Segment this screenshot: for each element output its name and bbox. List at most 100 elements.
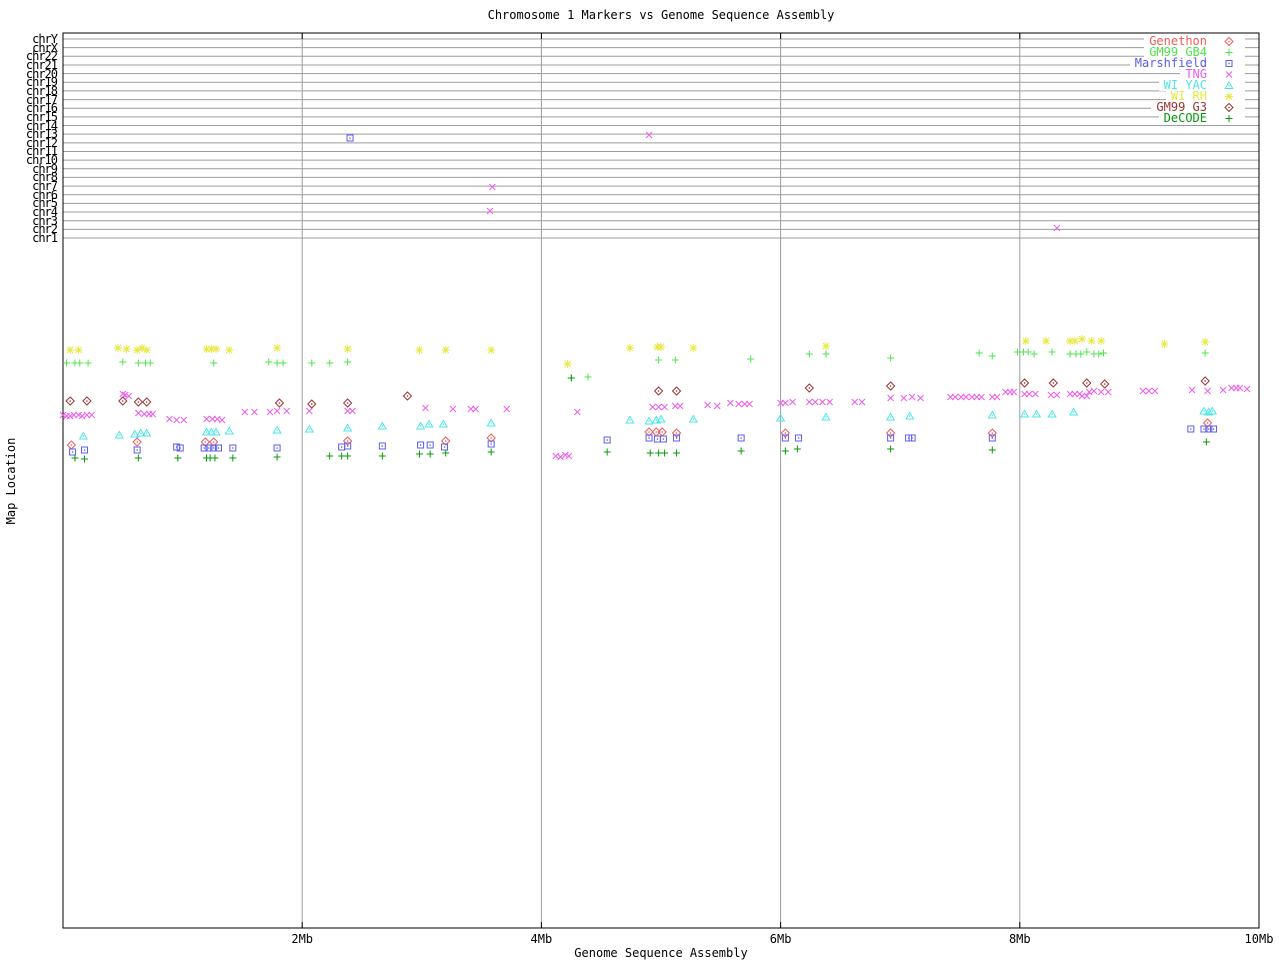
point-gm99-gb4 — [1077, 350, 1085, 358]
point-tng — [209, 415, 216, 423]
point-marshfield — [908, 434, 916, 442]
point-marshfield — [673, 434, 681, 442]
point-tng — [1104, 388, 1112, 396]
point-decode — [793, 445, 801, 453]
point-tng — [241, 408, 249, 416]
point-wi-yac — [486, 418, 496, 427]
point-marshfield — [214, 444, 222, 452]
point-marshfield — [378, 442, 386, 450]
point-gm99-g3 — [1048, 378, 1058, 388]
point-wi-rh — [625, 344, 634, 352]
point-decode — [1202, 438, 1210, 446]
point-tng — [951, 393, 959, 401]
point-wi-rh — [66, 346, 75, 354]
legend: Genethon GM99 GB4 Marshfield TNG WI YAC WI RH… — [1129, 35, 1245, 125]
point-wi-yac — [201, 427, 212, 436]
point-tng — [422, 404, 429, 412]
point-tng — [88, 411, 96, 419]
marshfield-marker-icon — [1225, 60, 1233, 67]
y-tick-label-chr1: chr1 — [32, 230, 58, 245]
point-gm99-g3 — [1200, 376, 1210, 386]
y-tick-label-chr5: chr5 — [32, 196, 58, 211]
point-tng — [1078, 392, 1086, 400]
point-wi-rh — [202, 345, 211, 353]
point-wi-rh — [1087, 337, 1096, 345]
point-marshfield — [988, 434, 996, 442]
point-tng — [218, 416, 226, 424]
point-decode — [229, 454, 237, 462]
point-genethon — [987, 428, 997, 438]
series-marshfield — [69, 134, 1218, 456]
point-gm99-g3 — [65, 396, 75, 406]
y-tick-label-chr20: chr20 — [25, 66, 58, 81]
point-gm99-gb4 — [279, 359, 287, 367]
point-marshfield — [795, 434, 803, 442]
point-wi-rh — [142, 346, 151, 354]
point-wi-yac — [114, 430, 124, 439]
point-tng — [671, 402, 679, 410]
point-wi-rh — [1021, 337, 1030, 345]
point-tng — [1228, 384, 1235, 392]
point-tng — [472, 405, 479, 413]
point-gm99-gb4 — [1100, 349, 1108, 357]
point-decode — [326, 452, 334, 460]
point-gm99-gb4 — [1013, 348, 1021, 356]
gm99-gb4-marker-icon — [1225, 49, 1233, 56]
point-tng — [645, 131, 653, 139]
point-marshfield — [781, 434, 789, 442]
point-marshfield — [69, 448, 77, 456]
point-tng — [1188, 386, 1196, 394]
y-tick-label-chr18: chr18 — [25, 83, 58, 98]
series-gm99-gb4 — [63, 348, 1209, 382]
point-wi-yac — [656, 414, 666, 423]
point-gm99-gb4 — [273, 359, 281, 367]
point-genethon — [885, 428, 896, 438]
legend-label-decode: DeCODE — [1163, 111, 1207, 125]
point-genethon — [780, 428, 791, 438]
point-gm99-g3 — [142, 397, 152, 407]
point-wi-rh — [225, 346, 234, 354]
point-tng — [908, 393, 916, 401]
point-genethon — [671, 428, 682, 438]
legend-row-gm99-gb4: GM99 GB4 — [1144, 45, 1245, 59]
point-wi-yac — [136, 428, 146, 437]
point-tng — [968, 393, 976, 401]
point-tng — [819, 398, 826, 406]
point-tng — [676, 402, 684, 410]
point-tng — [1219, 386, 1227, 394]
point-decode — [211, 454, 219, 462]
y-tick-label-chr10: chr10 — [25, 153, 58, 168]
point-gm99-gb4 — [210, 359, 218, 367]
point-tng — [180, 416, 188, 424]
point-decode — [81, 455, 89, 463]
y-tick-label-chr14: chr14 — [25, 118, 58, 133]
point-gm99-gb4 — [975, 349, 983, 357]
point-wi-yac — [1204, 407, 1214, 416]
point-tng — [1071, 390, 1079, 398]
point-tng — [917, 394, 924, 402]
chart-title: Chromosome 1 Markers vs Genome Sequence … — [487, 8, 835, 22]
point-gm99-g3 — [804, 383, 815, 393]
point-tng — [1145, 387, 1153, 395]
point-tng — [1021, 390, 1028, 398]
y-tick-label-chr17: chr17 — [25, 92, 58, 107]
point-tng — [349, 407, 356, 415]
point-tng — [503, 405, 511, 413]
y-tick-label-chr8: chr8 — [32, 170, 58, 185]
point-wi-yac — [1068, 407, 1079, 416]
point-genethon — [342, 436, 353, 446]
point-tng — [887, 394, 894, 402]
y-tick-label-chrY: chrY — [32, 32, 58, 46]
point-wi-yac — [78, 431, 89, 440]
point-tng — [119, 390, 127, 398]
legend-label-gm99-gb4: GM99 GB4 — [1149, 45, 1207, 59]
point-gm99-gb4 — [84, 359, 92, 367]
point-gm99-gb4 — [76, 359, 84, 367]
point-genethon — [486, 433, 496, 443]
point-genethon — [208, 437, 219, 447]
point-tng — [1066, 390, 1074, 398]
point-marshfield — [344, 442, 352, 450]
series-genethon — [66, 418, 1213, 450]
point-wi-rh — [1097, 337, 1106, 345]
point-wi-yac — [342, 423, 353, 432]
